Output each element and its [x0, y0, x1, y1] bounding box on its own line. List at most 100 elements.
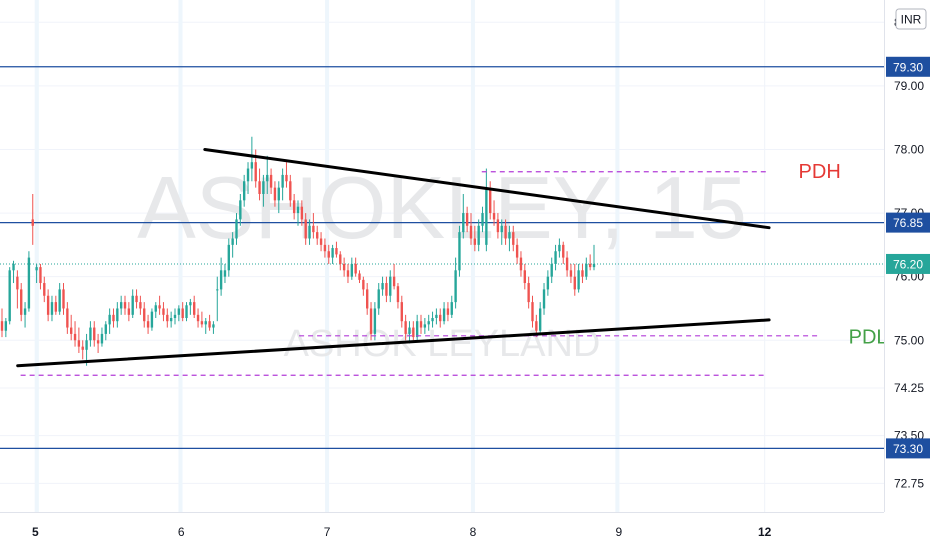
date-tick-label: 12	[758, 525, 772, 539]
price-tick-label: 72.75	[894, 476, 924, 490]
candle-body	[250, 162, 254, 169]
candle-body	[431, 318, 434, 322]
price-tick-label: 78.00	[894, 142, 924, 156]
candle-body	[373, 308, 377, 334]
candle-body	[358, 273, 361, 280]
candle-body	[588, 263, 592, 268]
candle-body	[289, 181, 292, 201]
candle-body	[189, 302, 192, 306]
candle-body	[485, 187, 488, 245]
candle-body	[231, 238, 234, 245]
candle-body	[169, 318, 173, 322]
price-axis[interactable]: 80.0079.0078.0077.0076.0075.0074.2573.50…	[884, 0, 932, 550]
candle-body	[85, 340, 88, 350]
candle-body	[281, 174, 284, 188]
price-tick-label: 75.00	[894, 333, 924, 347]
trendline	[16, 318, 771, 368]
dashed-levels	[20, 171, 821, 376]
candle-body	[554, 251, 557, 264]
candle-body	[323, 244, 327, 252]
price-level-tag-label: 76.85	[893, 216, 923, 230]
candle-body	[335, 248, 338, 255]
candle-body	[462, 213, 465, 233]
date-tick-label: 6	[178, 525, 185, 539]
candle-body	[385, 283, 388, 296]
price-level-tag	[886, 56, 930, 77]
candle-body	[300, 206, 304, 220]
candle-body	[381, 283, 384, 290]
candle-body	[100, 333, 104, 344]
candle-body	[193, 302, 196, 315]
candle-body	[389, 276, 392, 296]
candle-body	[423, 324, 427, 328]
candle-body	[131, 295, 134, 315]
session-separator	[34, 0, 39, 512]
candle-body	[93, 327, 96, 341]
horizontal-levels	[0, 66, 884, 449]
candle-body	[27, 257, 31, 309]
candle-body	[573, 276, 576, 290]
candle-body	[285, 174, 288, 182]
candle-body	[504, 225, 507, 239]
date-tick-label: 7	[324, 525, 331, 539]
candle-body	[139, 302, 142, 309]
time-axis[interactable]: 5 6 7 8 9 12	[0, 512, 932, 550]
symbol-watermark: ASHOKLEY, 15 ASHOK LEYLAND	[137, 158, 747, 365]
candle-body	[446, 308, 450, 315]
candle-body	[362, 279, 365, 290]
candle-body	[227, 244, 230, 271]
candle-body	[277, 187, 280, 201]
session-separator	[615, 0, 620, 512]
date-tick-label: 8	[470, 525, 477, 539]
candle-body	[369, 308, 373, 334]
price-level-tag-label: 79.30	[893, 60, 923, 74]
candle-body	[527, 283, 530, 303]
candle-body	[242, 181, 246, 201]
candle-body	[546, 276, 550, 290]
candle-body	[339, 254, 342, 264]
candle-body	[354, 263, 357, 274]
candle-body	[408, 327, 411, 334]
candle-body	[54, 302, 58, 312]
candle-body	[331, 248, 334, 258]
candle-body	[404, 321, 407, 334]
candle-body	[23, 308, 27, 315]
candle-body	[196, 314, 200, 322]
candle-body	[377, 289, 380, 309]
candle-body	[235, 219, 238, 239]
candle-body	[581, 270, 584, 277]
candle-body	[512, 232, 515, 245]
candle-body	[135, 295, 138, 303]
candle-body	[515, 244, 519, 258]
candle-body	[200, 321, 204, 325]
candle-body	[154, 305, 157, 312]
candle-body	[312, 225, 315, 233]
candle-body	[158, 305, 161, 309]
candle-body	[439, 314, 442, 322]
price-level-tag-label: 73.30	[893, 442, 923, 456]
candle-body	[73, 333, 77, 341]
candle-body	[77, 340, 81, 347]
candle-body	[592, 263, 596, 268]
candle-body	[112, 314, 115, 322]
candle-body	[577, 270, 580, 290]
candle-body	[481, 213, 484, 226]
date-tick-label: 9	[615, 525, 622, 539]
candle-body	[12, 263, 15, 271]
candle-body	[166, 314, 169, 322]
candle-body	[269, 174, 273, 188]
candle-body	[427, 321, 430, 325]
candle-body	[565, 257, 569, 271]
candle-body	[185, 305, 188, 319]
currency-label: INR	[901, 13, 922, 27]
candle-body	[292, 200, 296, 214]
candle-body	[523, 270, 526, 284]
candle-body	[89, 327, 92, 341]
candle-body	[419, 321, 423, 328]
price-level-tag	[886, 438, 930, 459]
candle-body	[143, 308, 146, 322]
watermark-name: ASHOK LEYLAND	[284, 323, 601, 365]
candle-body	[316, 232, 319, 239]
watermark-symbol: ASHOKLEY, 15	[137, 158, 747, 257]
candle-body	[127, 308, 131, 315]
